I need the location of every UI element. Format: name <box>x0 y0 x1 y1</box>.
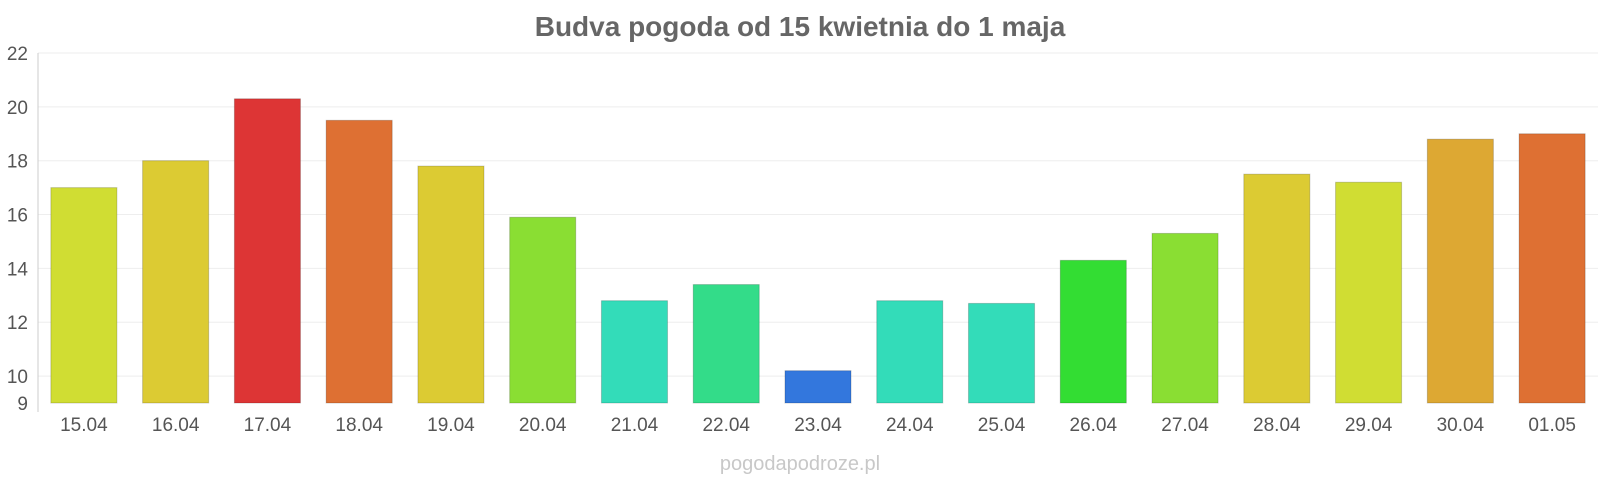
y-tick-label: 16 <box>7 206 28 227</box>
bar-19.04 <box>417 165 485 404</box>
x-tick-label: 19.04 <box>427 415 475 436</box>
x-tick-label: 17.04 <box>244 415 292 436</box>
bar-23.04 <box>784 370 852 404</box>
x-tick-label: 25.04 <box>978 415 1026 436</box>
x-tick-label: 30.04 <box>1437 415 1485 436</box>
y-tick-label: 9 <box>17 394 28 415</box>
watermark: pogodapodroze.pl <box>720 453 880 475</box>
x-tick-label: 20.04 <box>519 415 567 436</box>
x-tick-labels: 15.04 16.04 17.04 18.04 19.04 20.04 21.04 22.04… <box>60 415 1576 436</box>
bar-29.04 <box>1335 181 1403 404</box>
x-tick-label: 28.04 <box>1253 415 1301 436</box>
x-tick-label: 26.04 <box>1070 415 1118 436</box>
bar-17.04 <box>233 98 301 404</box>
y-tick-label: 22 <box>7 44 28 65</box>
x-tick-label: 21.04 <box>611 415 659 436</box>
bar-01.05 <box>1518 133 1586 404</box>
bar-24.04 <box>876 300 944 404</box>
x-tick-label: 29.04 <box>1345 415 1393 436</box>
x-tick-label: 01.05 <box>1528 415 1576 436</box>
bar-28.04 <box>1243 173 1311 404</box>
bar-26.04 <box>1059 259 1127 404</box>
y-tick-label: 18 <box>7 152 28 173</box>
bar-30.04 <box>1426 138 1494 404</box>
y-tick-label: 10 <box>7 367 28 388</box>
chart-title: Budva pogoda od 15 kwietnia do 1 maja <box>535 11 1066 42</box>
x-tick-label: 18.04 <box>335 415 383 436</box>
x-tick-label: 24.04 <box>886 415 934 436</box>
x-tick-label: 23.04 <box>794 415 842 436</box>
bar-18.04 <box>325 119 393 404</box>
y-tick-label: 12 <box>7 313 28 334</box>
bar-22.04 <box>692 284 760 404</box>
bar-21.04 <box>600 300 669 404</box>
y-tick-label: 20 <box>7 98 28 119</box>
x-tick-label: 16.04 <box>152 415 200 436</box>
x-tick-label: 22.04 <box>702 415 750 436</box>
bars <box>50 98 1586 404</box>
y-tick-label: 14 <box>7 259 29 280</box>
bar-16.04 <box>142 160 210 404</box>
bar-25.04 <box>967 302 1036 404</box>
x-tick-label: 15.04 <box>60 415 108 436</box>
bar-27.04 <box>1151 232 1219 404</box>
y-tick-labels: 9 10 12 14 16 18 20 22 <box>7 44 29 415</box>
x-tick-label: 27.04 <box>1161 415 1209 436</box>
bar-20.04 <box>509 216 577 404</box>
bar-15.04 <box>50 187 118 404</box>
